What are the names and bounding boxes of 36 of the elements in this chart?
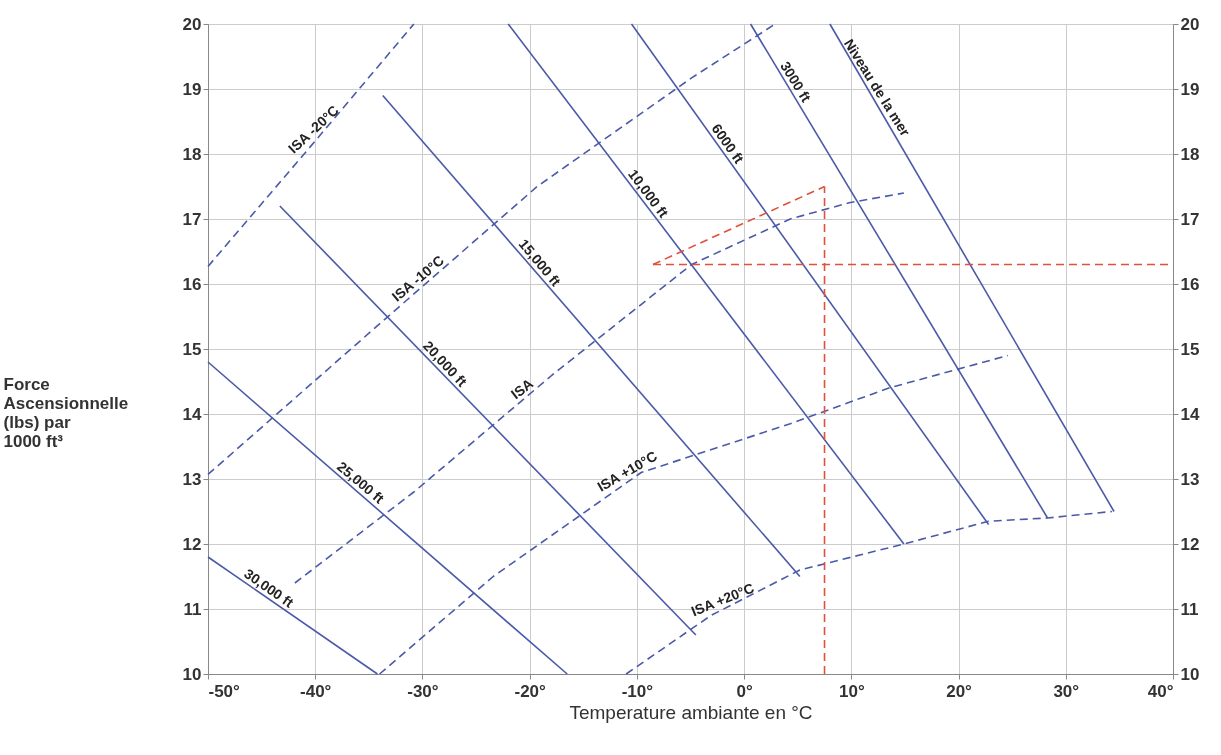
y2-tick-label: 16 [1180, 274, 1200, 294]
y2-tick-label: 14 [1180, 404, 1200, 424]
x-tick-label: -40° [300, 681, 332, 701]
y-tick-label: 10 [182, 664, 202, 684]
annotation: ISA +20°C [688, 579, 757, 620]
x-tick-label: 10° [838, 681, 865, 701]
x-tick-label: -20° [514, 681, 547, 701]
y-tick-label: 20 [182, 14, 202, 34]
y2-tick-label: 17 [1180, 209, 1200, 229]
y-tick-label: 13 [182, 469, 202, 489]
y2-tick-label: 10 [1180, 664, 1200, 684]
y-tick-label: 15 [182, 339, 202, 359]
x-axis-title: Temperature ambiante en °C [569, 701, 813, 723]
annotation: ISA [507, 375, 537, 403]
y2-tick-label: 13 [1180, 469, 1200, 489]
y-tick-label: 17 [182, 209, 202, 229]
y-tick-label: 14 [182, 404, 203, 424]
y-tick-label: 11 [183, 599, 202, 619]
x-tick-label: 40° [1147, 681, 1174, 701]
y-tick-label: 16 [182, 274, 202, 294]
y2-tick-label: 11 [1180, 599, 1199, 619]
y2-tick-label: 12 [1180, 534, 1200, 554]
y2-tick-label: 15 [1180, 339, 1200, 359]
x-tick-label: 30° [1053, 681, 1080, 701]
x-tick-label: -10° [621, 681, 654, 701]
y-axis-title: Force Ascensionnelle (lbs) par 1000 ft³ [3, 374, 129, 451]
y2-tick-label: 19 [1180, 79, 1200, 99]
y-tick-label: 18 [182, 144, 202, 164]
x-tick-label: 20° [946, 681, 973, 701]
x-tick-label: -30° [407, 681, 439, 701]
x-tick-label: 0° [736, 681, 753, 701]
y-tick-label: 19 [182, 79, 202, 99]
y-tick-label: 12 [182, 534, 202, 554]
y2-tick-label: 20 [1180, 14, 1200, 34]
x-tick-label: -50° [208, 681, 241, 701]
y2-tick-label: 18 [1180, 144, 1200, 164]
